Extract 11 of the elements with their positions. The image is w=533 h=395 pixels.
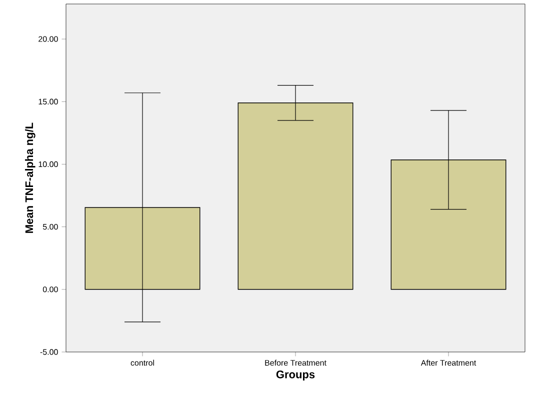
- y-tick-label: 5.00: [42, 224, 58, 230]
- x-tick-label: control: [130, 360, 154, 366]
- y-tick-label: -5.00: [40, 349, 58, 355]
- y-axis-title: Mean TNF-alpha ng/L: [25, 122, 36, 233]
- y-tick-label: 20.00: [38, 36, 58, 42]
- x-tick-label: After Treatment: [420, 360, 476, 366]
- x-tick-label: Before Treatment: [265, 360, 326, 366]
- y-tick-label: 10.00: [38, 161, 58, 168]
- y-tick-label: 15.00: [38, 98, 58, 104]
- y-tick-label: 0.00: [42, 286, 58, 292]
- x-axis-title: Groups: [276, 370, 315, 380]
